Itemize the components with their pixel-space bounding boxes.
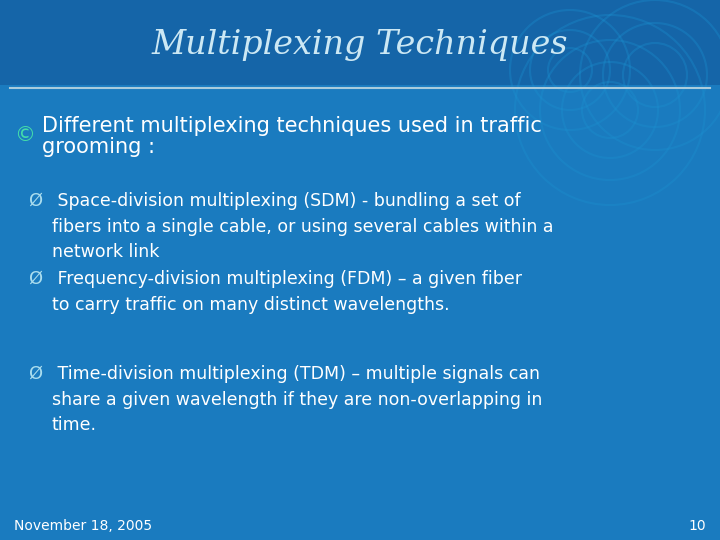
Text: Different multiplexing techniques used in traffic: Different multiplexing techniques used i…	[42, 116, 542, 136]
Text: November 18, 2005: November 18, 2005	[14, 519, 152, 533]
Text: Ø: Ø	[28, 365, 42, 383]
Text: Time-division multiplexing (TDM) – multiple signals can
share a given wavelength: Time-division multiplexing (TDM) – multi…	[52, 365, 542, 434]
Bar	[0, 0, 720, 85]
Text: Ø: Ø	[28, 192, 42, 210]
Text: Ø: Ø	[28, 270, 42, 288]
Text: Space-division multiplexing (SDM) - bundling a set of
fibers into a single cable: Space-division multiplexing (SDM) - bund…	[52, 192, 554, 261]
Text: Multiplexing Techniques: Multiplexing Techniques	[152, 29, 568, 61]
Bar	[0, 85, 720, 540]
Text: 10: 10	[688, 519, 706, 533]
Text: grooming :: grooming :	[42, 137, 155, 157]
Text: ©: ©	[14, 125, 35, 145]
Text: Frequency-division multiplexing (FDM) – a given fiber
to carry traffic on many d: Frequency-division multiplexing (FDM) – …	[52, 270, 522, 314]
